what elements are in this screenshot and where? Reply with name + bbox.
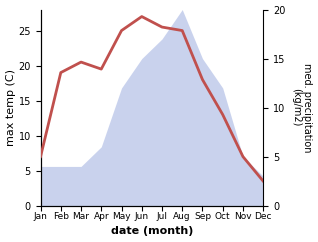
Y-axis label: med. precipitation
(kg/m2): med. precipitation (kg/m2): [291, 63, 313, 152]
X-axis label: date (month): date (month): [111, 227, 193, 236]
Y-axis label: max temp (C): max temp (C): [5, 69, 16, 146]
